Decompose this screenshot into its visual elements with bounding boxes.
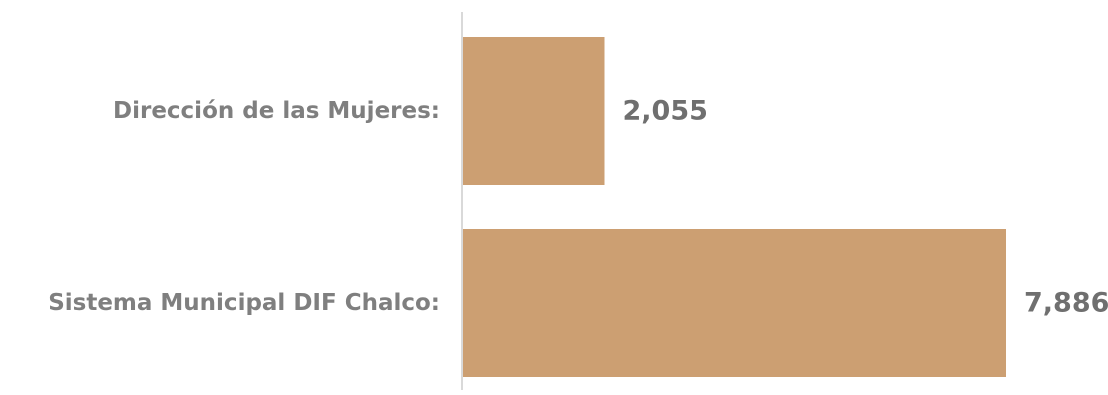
bar-series — [463, 37, 1006, 377]
value-label-sistema-municipal-dif-chalco: 7,886 — [1024, 288, 1108, 319]
category-label-direcci-n-de-las-mujeres: Dirección de las Mujeres: — [113, 98, 440, 124]
value-labels: 2,055 7,886 — [622, 96, 1108, 319]
bar-sistema-municipal-dif-chalco — [463, 229, 1006, 377]
value-label-direcci-n-de-las-mujeres: 2,055 — [622, 96, 707, 127]
category-labels: Dirección de las Mujeres: Sistema Municip… — [48, 98, 440, 316]
category-label-sistema-municipal-dif-chalco: Sistema Municipal DIF Chalco: — [48, 290, 440, 316]
bar-direcci-n-de-las-mujeres — [463, 37, 605, 185]
